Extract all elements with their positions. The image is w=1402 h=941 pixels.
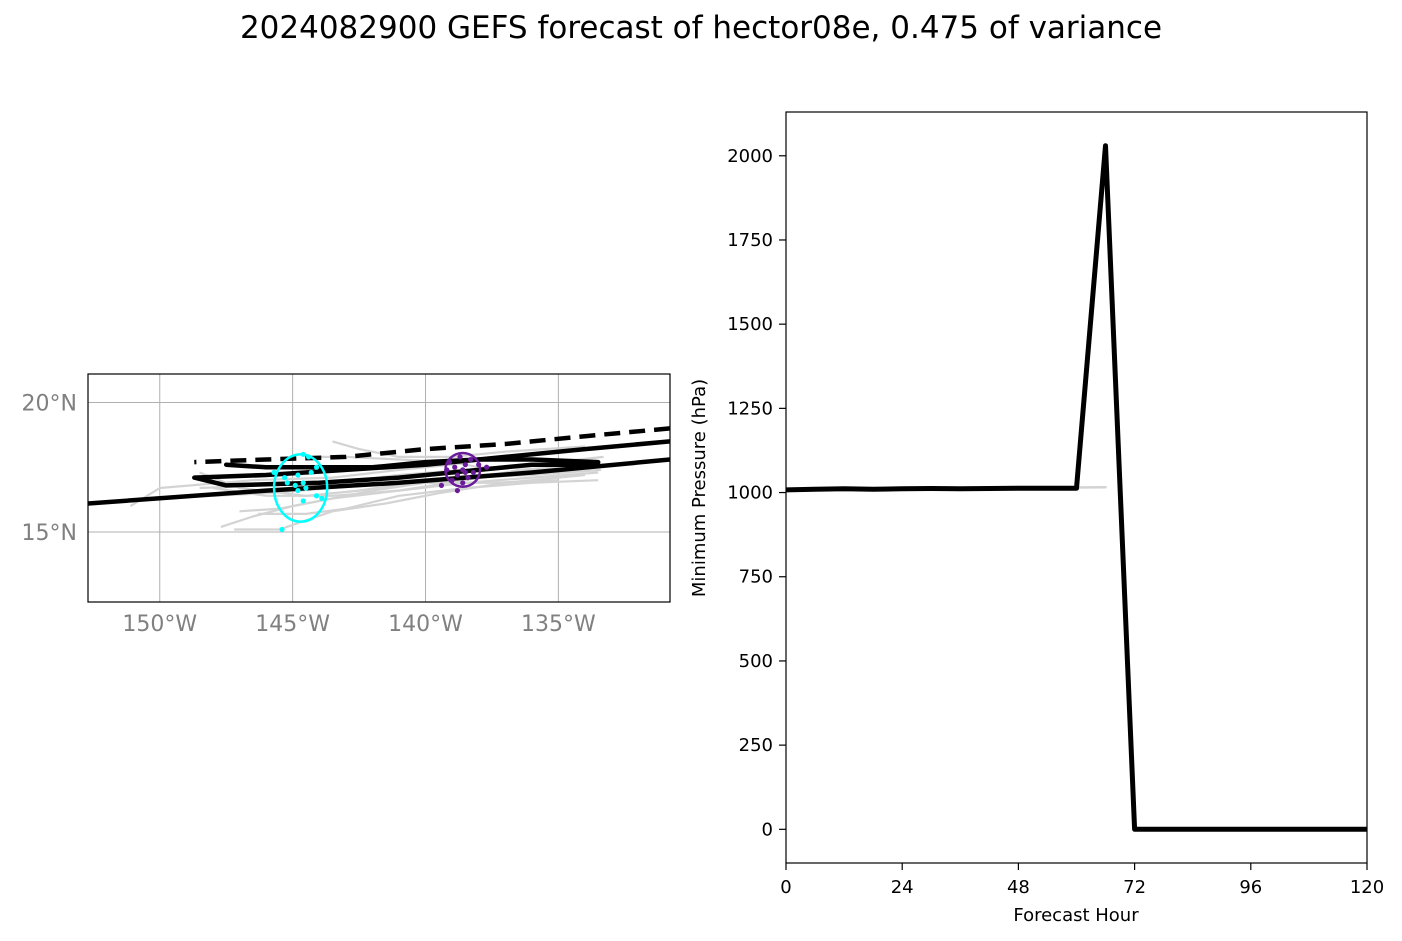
x-tick-label: 120 xyxy=(1350,877,1384,898)
ensemble-position-point xyxy=(292,482,298,489)
pressure-panel: 0 24 48 72 96 120 0 250 500 750 1000 1250 1500 1750 20… xyxy=(689,111,1384,926)
ensemble-position-point xyxy=(452,464,458,470)
y-tick-label: 1750 xyxy=(727,230,773,251)
highlighted-tracks xyxy=(88,426,670,506)
ensemble-position-point xyxy=(454,472,460,478)
uncertainty-ellipses xyxy=(271,451,490,533)
map-tick-labels: 150°W 145°W 140°W 135°W 15°N 20°N xyxy=(22,392,596,638)
ensemble-position-point xyxy=(465,475,471,481)
ensemble-position-point xyxy=(313,464,320,470)
figure-title: 2024082900 GEFS forecast of hector08e, 0… xyxy=(239,10,1163,46)
dashed-track-line xyxy=(194,426,670,465)
ensemble-position-point xyxy=(295,472,301,478)
y-tick-label: 500 xyxy=(739,651,773,672)
map-lon-tick-label: 135°W xyxy=(521,612,596,637)
ensemble-position-point xyxy=(457,454,463,460)
pressure-series xyxy=(786,143,1367,832)
pressure-frame xyxy=(785,111,1368,864)
y-tick-label: 1000 xyxy=(727,483,773,504)
y-tick-label: 750 xyxy=(739,567,773,588)
ensemble-position-point xyxy=(282,475,288,481)
ensemble-position-point xyxy=(476,462,482,468)
ensemble-position-point xyxy=(484,464,490,470)
ensemble-position-point xyxy=(460,480,466,486)
ensemble-track-line xyxy=(234,473,586,531)
ensemble-position-point xyxy=(284,480,290,486)
ensemble-position-point xyxy=(446,459,453,465)
ensemble-position-point xyxy=(470,469,476,476)
y-axis-label: Minimum Pressure (hPa) xyxy=(689,379,710,597)
map-lon-tick-label: 140°W xyxy=(388,612,463,637)
ensemble-position-point xyxy=(444,467,450,473)
ensemble-position-point xyxy=(300,451,306,457)
track-line xyxy=(223,457,601,470)
ensemble-track-line xyxy=(212,471,599,497)
ensemble-position-point xyxy=(305,454,312,460)
ensemble-position-point xyxy=(295,487,301,494)
ensemble-position-point xyxy=(462,462,468,468)
track-line xyxy=(192,439,670,488)
ensemble-position-point xyxy=(271,469,277,476)
y-tick-label: 1500 xyxy=(727,314,773,335)
x-tick-label: 24 xyxy=(891,877,914,898)
ensemble-position-point xyxy=(303,485,309,491)
ensemble-position-point xyxy=(454,487,460,494)
map-lon-tick-label: 145°W xyxy=(255,612,330,637)
map-lat-tick-label: 20°N xyxy=(22,392,77,417)
ensemble-position-point xyxy=(462,469,468,476)
ensemble-position-point xyxy=(449,477,455,483)
ensemble-position-point xyxy=(468,456,474,463)
position-ellipse xyxy=(272,453,329,523)
ensemble-position-point xyxy=(313,493,320,499)
x-tick-label: 96 xyxy=(1239,877,1262,898)
map-frame xyxy=(87,373,671,603)
ensemble-track-line xyxy=(332,440,586,458)
ensemble-position-point xyxy=(300,480,306,486)
y-tick-label: 250 xyxy=(739,735,773,756)
map-lat-tick-label: 15°N xyxy=(22,521,77,546)
track-line xyxy=(88,457,670,506)
pressure-line xyxy=(786,143,1367,832)
ensemble-position-point xyxy=(438,482,445,489)
pressure-ticks: 0 24 48 72 96 120 0 250 500 750 1000 1250 1500 1750 20… xyxy=(727,146,1384,898)
x-tick-label: 48 xyxy=(1007,877,1030,898)
ensemble-position-point xyxy=(308,469,314,476)
x-tick-label: 0 xyxy=(780,877,791,898)
ensemble-position-point xyxy=(319,495,325,501)
y-tick-label: 1250 xyxy=(727,398,773,419)
x-axis-label: Forecast Hour xyxy=(1013,905,1139,926)
ensemble-track-line xyxy=(258,479,599,516)
y-tick-label: 0 xyxy=(762,819,773,840)
y-tick-label: 2000 xyxy=(727,146,773,167)
x-tick-label: 72 xyxy=(1123,877,1146,898)
map-lon-tick-label: 150°W xyxy=(122,612,197,637)
ensemble-position-point xyxy=(300,498,306,504)
ensemble-position-point xyxy=(279,526,285,533)
track-map-panel: 150°W 145°W 140°W 135°W 15°N 20°N xyxy=(22,373,671,638)
